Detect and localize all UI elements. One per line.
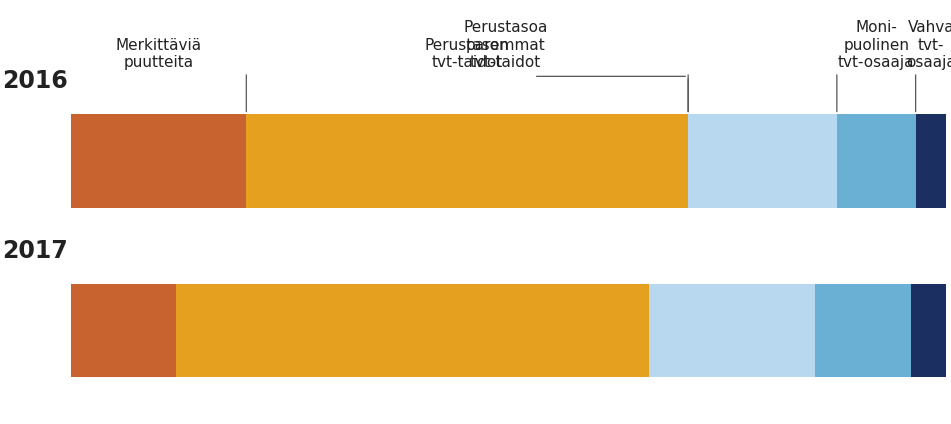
Text: 19 %: 19 % bbox=[708, 322, 757, 340]
Text: 12 %: 12 % bbox=[99, 322, 148, 340]
Text: 2016: 2016 bbox=[2, 69, 68, 93]
Text: 4 %: 4 % bbox=[920, 312, 938, 349]
Text: Perustasoa
paremmat
tvt-taidot: Perustasoa paremmat tvt-taidot bbox=[463, 20, 548, 70]
Text: 9 %: 9 % bbox=[858, 152, 895, 170]
Text: 3,5 %: 3,5 % bbox=[922, 133, 940, 189]
Text: 2017: 2017 bbox=[2, 239, 68, 263]
Text: 50,5 %: 50,5 % bbox=[433, 152, 501, 170]
Text: Moni-
puolinen
tvt-osaaja: Moni- puolinen tvt-osaaja bbox=[838, 20, 915, 70]
Text: 11 %: 11 % bbox=[839, 322, 888, 340]
Text: 20 %: 20 % bbox=[134, 152, 184, 170]
Text: 17 %: 17 % bbox=[738, 152, 787, 170]
Text: Perustason
tvt-taidot: Perustason tvt-taidot bbox=[425, 38, 510, 70]
Text: Vahva
tvt-
osaaja: Vahva tvt- osaaja bbox=[906, 20, 951, 70]
Text: 54 %: 54 % bbox=[388, 322, 437, 340]
Text: Merkittäviä
puutteita: Merkittäviä puutteita bbox=[116, 38, 202, 70]
